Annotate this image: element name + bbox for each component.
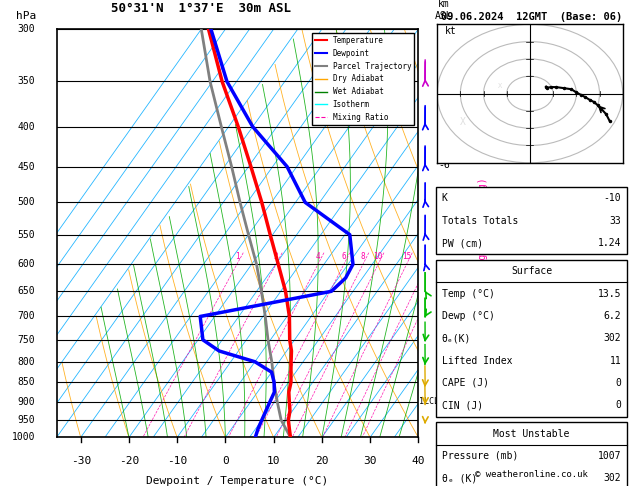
Text: -2: -2 [438,397,450,407]
Legend: Temperature, Dewpoint, Parcel Trajectory, Dry Adiabat, Wet Adiabat, Isotherm, Mi: Temperature, Dewpoint, Parcel Trajectory… [312,33,415,125]
Text: Pressure (mb): Pressure (mb) [442,451,518,461]
Text: Dewp (°C): Dewp (°C) [442,311,494,321]
FancyBboxPatch shape [436,422,627,486]
Text: 1LCL: 1LCL [419,397,439,406]
Text: 650: 650 [17,286,35,296]
Text: θₑ(K): θₑ(K) [442,333,471,343]
Text: 700: 700 [17,312,35,321]
Text: -30: -30 [70,456,91,466]
Text: PW (cm): PW (cm) [442,238,483,248]
Text: hPa: hPa [16,11,36,21]
Text: θₑ (K): θₑ (K) [442,473,477,483]
Text: CIN (J): CIN (J) [442,400,483,410]
Text: 500: 500 [17,197,35,208]
Text: 13.5: 13.5 [598,289,621,298]
Text: -3: -3 [438,360,450,370]
Text: 2: 2 [274,252,279,261]
Text: 400: 400 [17,122,35,132]
Text: Most Unstable: Most Unstable [493,429,570,438]
Text: -6: -6 [438,160,450,170]
Text: Dewpoint / Temperature (°C): Dewpoint / Temperature (°C) [147,476,328,486]
Text: 33: 33 [610,216,621,226]
Text: -7: -7 [438,91,450,101]
Text: km
ASL: km ASL [435,0,452,21]
Text: 750: 750 [17,335,35,345]
Text: 900: 900 [17,397,35,407]
Text: 950: 950 [17,415,35,425]
Text: 4: 4 [316,252,320,261]
Text: 600: 600 [17,259,35,269]
Text: -10: -10 [167,456,187,466]
Text: 11: 11 [610,356,621,365]
Text: kt: kt [445,26,456,36]
Text: 350: 350 [17,76,35,87]
FancyBboxPatch shape [436,187,627,254]
Text: 1.24: 1.24 [598,238,621,248]
Text: K: K [442,193,448,203]
Text: 300: 300 [17,24,35,34]
Text: 550: 550 [17,230,35,240]
Text: 40: 40 [411,456,425,466]
Text: 302: 302 [604,333,621,343]
Text: 0: 0 [615,400,621,410]
Text: 6.2: 6.2 [604,311,621,321]
Text: CAPE (J): CAPE (J) [442,378,489,388]
FancyBboxPatch shape [436,260,627,417]
Text: 302: 302 [604,473,621,483]
Text: 50°31'N  1°37'E  30m ASL: 50°31'N 1°37'E 30m ASL [111,2,291,15]
Text: 1: 1 [235,252,239,261]
Text: 8: 8 [360,252,365,261]
Text: 850: 850 [17,377,35,387]
Text: -4: -4 [438,294,450,304]
Text: -5: -5 [438,228,450,239]
Text: 1007: 1007 [598,451,621,461]
Text: 10: 10 [267,456,281,466]
Text: X: X [460,117,466,127]
Text: 450: 450 [17,162,35,172]
Text: © weatheronline.co.uk: © weatheronline.co.uk [475,469,588,479]
Text: 30: 30 [364,456,377,466]
Text: 10: 10 [374,252,383,261]
Text: 15: 15 [402,252,411,261]
Text: -20: -20 [119,456,139,466]
Text: 09.06.2024  12GMT  (Base: 06): 09.06.2024 12GMT (Base: 06) [441,12,622,22]
Text: X: X [498,84,502,89]
Text: 800: 800 [17,357,35,367]
Text: Surface: Surface [511,266,552,276]
Text: Totals Totals: Totals Totals [442,216,518,226]
Text: 1000: 1000 [11,433,35,442]
Text: 6: 6 [342,252,346,261]
Text: Mixing Ratio (g/kg): Mixing Ratio (g/kg) [479,177,488,289]
Text: -10: -10 [604,193,621,203]
Text: 0: 0 [615,378,621,388]
Text: 20: 20 [315,456,328,466]
Text: Temp (°C): Temp (°C) [442,289,494,298]
Text: Lifted Index: Lifted Index [442,356,512,365]
Text: 0: 0 [222,456,229,466]
